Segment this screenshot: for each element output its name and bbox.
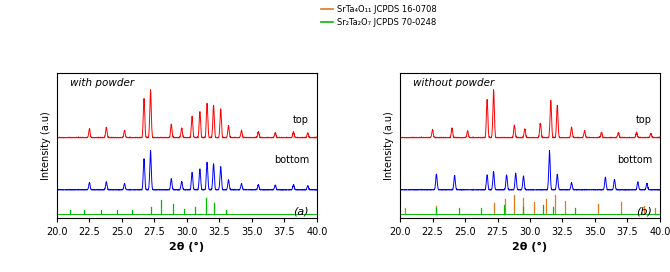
- Text: (b): (b): [636, 207, 652, 217]
- Text: top: top: [636, 115, 652, 125]
- Text: bottom: bottom: [617, 155, 652, 165]
- X-axis label: 2θ (°): 2θ (°): [170, 242, 204, 252]
- Text: with powder: with powder: [70, 78, 134, 88]
- Y-axis label: Intensity (a.u): Intensity (a.u): [385, 111, 395, 180]
- Text: (a): (a): [293, 207, 309, 217]
- Legend: SrTa₄O₁₁ JCPDS 16-0708, Sr₂Ta₂O₇ JCPDS 70-0248: SrTa₄O₁₁ JCPDS 16-0708, Sr₂Ta₂O₇ JCPDS 7…: [318, 1, 440, 30]
- Y-axis label: Intensity (a.u): Intensity (a.u): [42, 111, 52, 180]
- X-axis label: 2θ (°): 2θ (°): [513, 242, 547, 252]
- Text: without powder: without powder: [413, 78, 494, 88]
- Text: top: top: [293, 115, 309, 125]
- Text: bottom: bottom: [274, 155, 309, 165]
